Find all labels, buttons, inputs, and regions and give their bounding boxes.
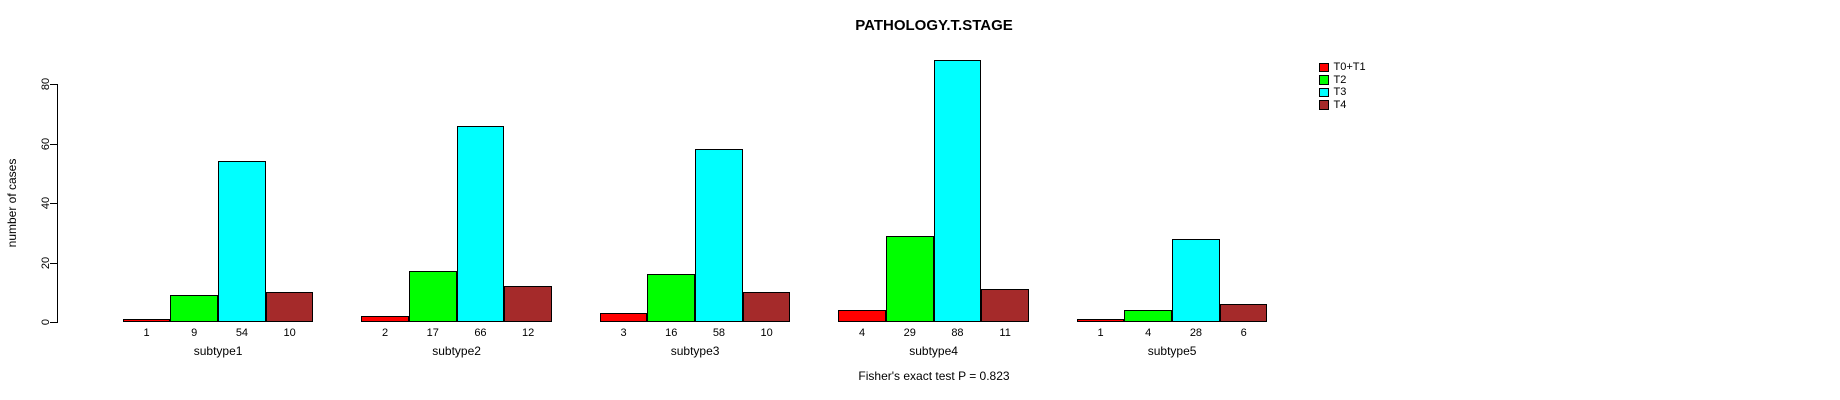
bar-T0+T1-subtype4 [838, 310, 886, 322]
bar-T4-subtype5 [1219, 304, 1268, 322]
bar-T0+T1-subtype1 [122, 319, 171, 322]
bar-value-label: 3 [620, 327, 627, 339]
bar-T0+T1-subtype2 [361, 316, 409, 322]
annotation-fisher-test: Fisher's exact test P = 0.823 [858, 369, 1010, 383]
bar-T3-subtype5 [1172, 238, 1220, 322]
bar-value-label: 4 [1145, 327, 1152, 339]
legend-label: T4 [1333, 98, 1347, 111]
bar-T4-subtype2 [504, 286, 552, 322]
y-axis-label: number of cases [5, 158, 19, 248]
bar-value-label: 29 [903, 327, 916, 339]
bar-value-label: 16 [665, 327, 678, 339]
bar-T3-subtype2 [456, 125, 505, 322]
bar-value-label: 17 [426, 327, 439, 339]
bar-value-label: 58 [712, 327, 726, 339]
bar-T4-subtype1 [265, 292, 314, 322]
bar-value-label: 28 [1189, 327, 1203, 339]
bar-T4-subtype4 [981, 289, 1029, 322]
legend-item-T4: T4 [1319, 99, 1366, 112]
bar-value-label: 1 [1097, 327, 1104, 339]
bar-value-label: 6 [1240, 327, 1247, 339]
legend-item-T0+T1: T0+T1 [1319, 61, 1366, 74]
legend: T0+T1 T2 T3 T4 [1319, 61, 1366, 111]
y-tick-label: 80 [40, 77, 52, 91]
bar-T3-subtype3 [695, 149, 743, 322]
legend-swatch [1319, 100, 1329, 110]
bar-T4-subtype3 [742, 292, 791, 322]
category-label-subtype5: subtype5 [1147, 344, 1197, 358]
bar-T0+T1-subtype5 [1076, 319, 1125, 322]
bar-T2-subtype4 [885, 235, 934, 322]
y-tick [50, 84, 57, 85]
bar-T2-subtype3 [647, 274, 696, 322]
legend-label: T3 [1333, 86, 1347, 99]
bar-value-label: 10 [283, 327, 296, 339]
y-tick-label: 20 [40, 256, 52, 269]
legend-swatch [1319, 62, 1329, 72]
bar-value-label: 11 [999, 327, 1011, 339]
bar-T3-subtype1 [218, 161, 266, 322]
bar-value-label: 54 [235, 327, 249, 339]
category-label-subtype3: subtype3 [670, 344, 720, 358]
chart-title: PATHOLOGY.T.STAGE [855, 17, 1013, 34]
bar-T2-subtype2 [408, 271, 457, 322]
legend-item-T3: T3 [1319, 86, 1366, 99]
legend-swatch [1319, 75, 1329, 85]
bar-value-label: 88 [951, 327, 964, 339]
bar-value-label: 12 [522, 327, 535, 339]
legend-swatch [1319, 87, 1329, 97]
bar-T2-subtype1 [170, 295, 219, 322]
legend-label: T0+T1 [1333, 61, 1366, 74]
bar-value-label: 66 [474, 327, 487, 339]
category-label-subtype4: subtype4 [909, 344, 958, 358]
y-axis-line [57, 84, 58, 323]
y-tick [50, 262, 57, 264]
bar-T0+T1-subtype3 [599, 313, 648, 322]
y-tick-label: 60 [40, 137, 52, 150]
legend-item-T2: T2 [1319, 74, 1366, 87]
bar-value-label: 10 [760, 327, 773, 339]
bar-T3-subtype4 [933, 60, 982, 322]
bar-value-label: 9 [191, 327, 198, 339]
y-tick [50, 322, 57, 323]
category-label-subtype2: subtype2 [432, 344, 481, 358]
bar-value-label: 1 [143, 327, 150, 339]
y-tick-label: 40 [40, 196, 52, 210]
bar-value-label: 4 [858, 327, 866, 339]
bar-T2-subtype5 [1124, 310, 1173, 322]
category-label-subtype1: subtype1 [193, 344, 243, 358]
bar-value-label: 2 [381, 327, 389, 339]
y-tick [50, 203, 57, 204]
y-tick [50, 143, 57, 145]
y-tick-label: 0 [40, 318, 52, 326]
legend-label: T2 [1333, 73, 1347, 86]
